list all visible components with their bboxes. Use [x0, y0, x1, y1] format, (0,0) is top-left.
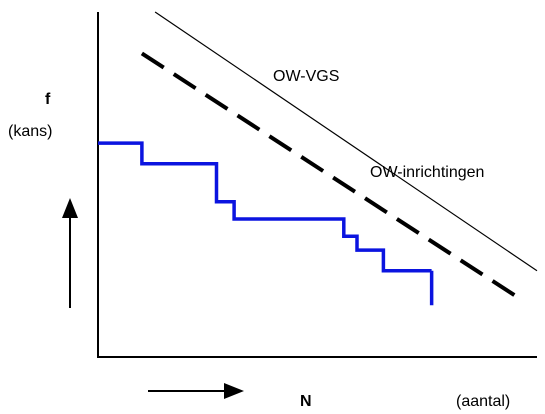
series-step-line [98, 141, 432, 273]
x-axis-label-sub: (aantal) [456, 393, 510, 410]
arrows [62, 198, 244, 399]
series-layer [98, 11, 538, 306]
series-label-ow-vgs: OW-VGS [273, 68, 339, 85]
y-axis-label: f [45, 91, 51, 108]
x-arrow-icon [148, 383, 244, 399]
labels: OW-VGS OW-inrichtingen f (kans) N (aanta… [8, 68, 510, 410]
series-label-ow-inrichtingen: OW-inrichtingen [370, 164, 484, 181]
y-arrow-icon [62, 198, 78, 308]
series-line-ow-vgs [154, 11, 538, 272]
y-axis-label-sub: (kans) [8, 123, 52, 140]
x-axis-label: N [300, 393, 312, 410]
axes [97, 12, 537, 358]
